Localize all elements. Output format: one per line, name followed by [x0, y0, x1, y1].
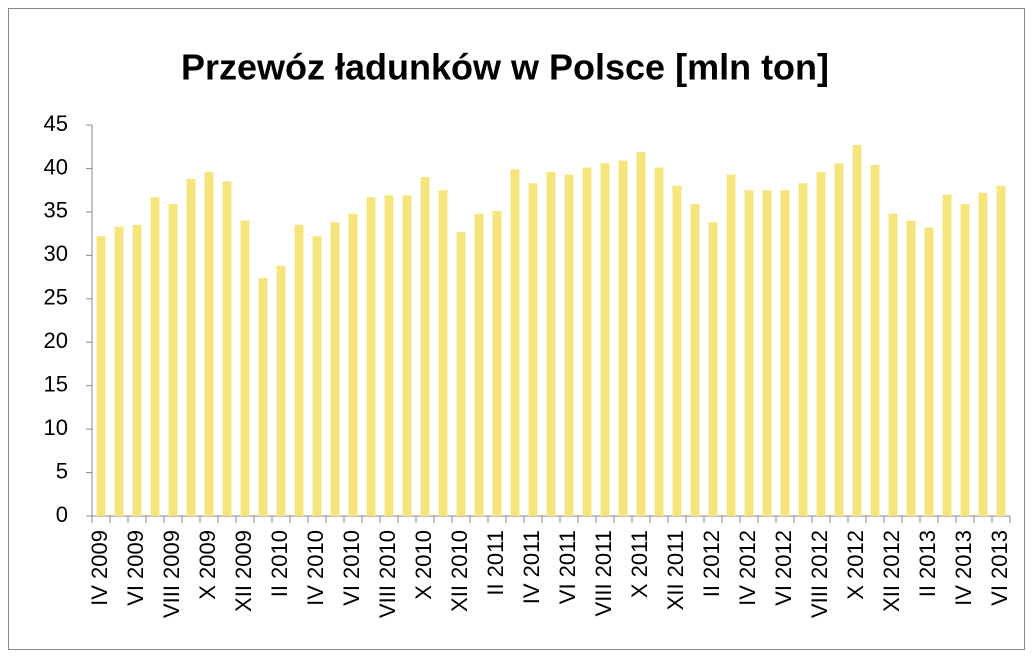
bar	[150, 197, 160, 516]
x-tick-label: II 2013	[915, 530, 940, 597]
bar	[564, 174, 574, 516]
bar	[726, 174, 736, 516]
y-tick-label: 25	[44, 285, 68, 310]
bar	[744, 190, 754, 516]
bar	[204, 171, 214, 517]
y-tick-label: 5	[56, 458, 68, 483]
bar	[960, 204, 970, 516]
bar	[258, 277, 268, 516]
x-tick-label: X 2012	[843, 530, 868, 600]
bar	[330, 222, 340, 516]
bar	[870, 164, 880, 517]
x-tick-label: VI 2013	[987, 530, 1012, 606]
bar	[186, 178, 196, 517]
x-tick-label: XII 2010	[447, 530, 472, 612]
x-tick-label: II 2010	[267, 530, 292, 597]
bar	[636, 151, 646, 517]
bar	[132, 224, 142, 516]
bar	[474, 213, 484, 517]
bar	[114, 226, 124, 516]
x-tick-label: VIII 2010	[375, 530, 400, 618]
bar	[996, 185, 1006, 517]
x-tick-label: XII 2009	[231, 530, 256, 612]
y-tick-label: 35	[44, 198, 68, 223]
bar	[510, 169, 520, 516]
y-tick-label: 15	[44, 371, 68, 396]
bar	[492, 211, 502, 516]
bar	[852, 144, 862, 517]
bar	[654, 167, 664, 516]
bar	[546, 171, 556, 517]
bar	[816, 171, 826, 517]
chart-title: Przewóz ładunków w Polsce [mln ton]	[181, 47, 829, 88]
bar	[834, 163, 844, 516]
bar	[672, 185, 682, 517]
x-tick-label: VI 2011	[555, 530, 580, 604]
x-tick-label: X 2010	[411, 530, 436, 600]
bar	[618, 160, 628, 516]
bar	[222, 181, 232, 516]
bar	[96, 236, 106, 516]
x-tick-label: VIII 2009	[159, 530, 184, 618]
bar	[384, 195, 394, 516]
bar	[978, 192, 988, 517]
bar	[366, 197, 376, 516]
bar	[528, 183, 538, 516]
x-tick-label: II 2012	[699, 530, 724, 597]
x-tick-label: VI 2009	[123, 530, 148, 606]
bar	[420, 177, 430, 516]
x-tick-label: II 2011	[483, 530, 508, 596]
bar	[240, 220, 250, 517]
x-tick-label: X 2011	[627, 530, 652, 598]
x-tick-label: IV 2011	[519, 530, 544, 604]
x-tick-label: XII 2011	[663, 530, 688, 610]
bar	[690, 204, 700, 516]
bar	[906, 220, 916, 517]
bar	[168, 204, 178, 516]
bar	[762, 190, 772, 516]
bar	[402, 195, 412, 516]
bar	[942, 194, 952, 516]
bar	[312, 236, 322, 516]
bar	[348, 213, 358, 517]
y-tick-label: 20	[44, 328, 68, 353]
bar	[798, 183, 808, 516]
y-tick-label: 30	[44, 241, 68, 266]
x-tick-label: IV 2012	[735, 530, 760, 606]
bar	[708, 222, 718, 516]
x-tick-label: VIII 2011	[591, 530, 616, 616]
bar	[582, 167, 592, 516]
bar	[600, 163, 610, 516]
bar	[276, 265, 286, 516]
x-tick-label: VI 2012	[771, 530, 796, 606]
y-tick-label: 0	[56, 502, 68, 527]
x-tick-label: X 2009	[195, 530, 220, 600]
bar	[888, 213, 898, 517]
x-tick-label: IV 2009	[87, 530, 112, 606]
y-tick-label: 45	[44, 111, 68, 136]
bar	[438, 190, 448, 516]
bar	[780, 190, 790, 516]
x-tick-label: IV 2013	[951, 530, 976, 606]
x-tick-label: VI 2010	[339, 530, 364, 606]
y-tick-label: 40	[44, 154, 68, 179]
bar	[456, 231, 466, 516]
x-tick-label: XII 2012	[879, 530, 904, 612]
bar	[924, 227, 934, 517]
x-tick-label: VIII 2012	[807, 530, 832, 618]
y-tick-label: 10	[44, 415, 68, 440]
x-tick-label: IV 2010	[303, 530, 328, 606]
bar	[294, 224, 304, 516]
